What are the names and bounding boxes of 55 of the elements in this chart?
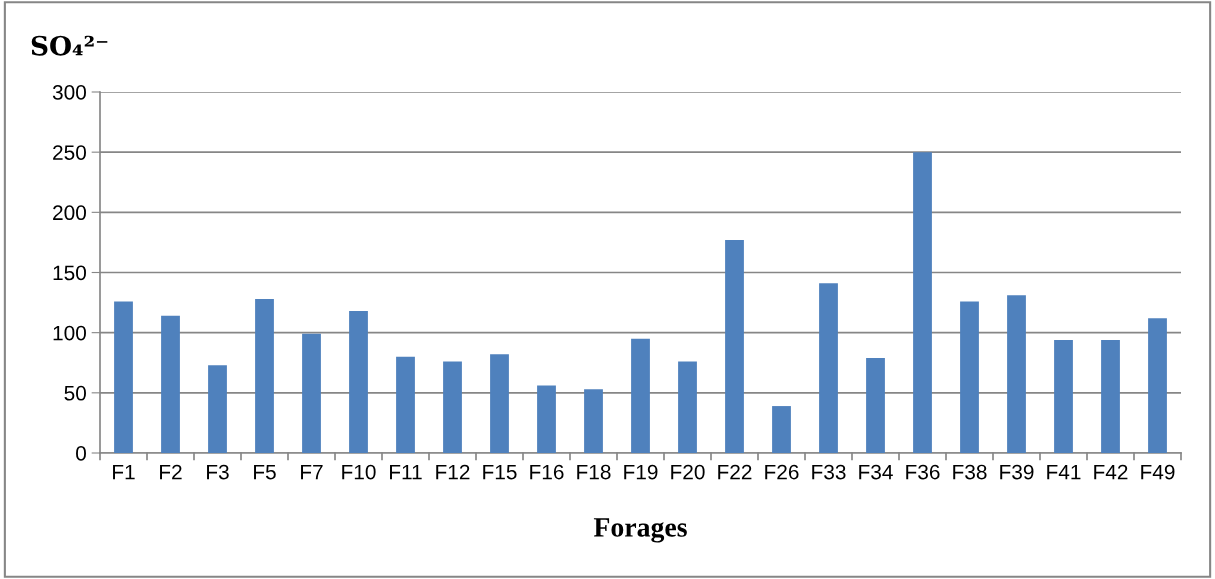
x-tick-label: F41 (1047, 464, 1081, 480)
x-tick-label: F5 (254, 464, 276, 480)
bar (490, 354, 509, 453)
x-tick-label: F10 (342, 464, 376, 480)
bar (1007, 295, 1026, 453)
bar (866, 357, 885, 453)
bar (631, 338, 650, 453)
x-tick-label: F1 (113, 464, 135, 480)
x-tick-label: F7 (301, 464, 323, 480)
bar (1054, 339, 1073, 453)
bar (396, 356, 415, 453)
bar (1101, 339, 1120, 453)
x-tick-label: F18 (577, 464, 611, 480)
bar (913, 152, 932, 453)
x-axis-title: Forages (593, 518, 687, 543)
bar (819, 283, 838, 453)
bar (302, 333, 321, 453)
y-tick-label: 250 (53, 145, 86, 160)
x-tick-label: F19 (624, 464, 658, 480)
x-tick-label: F11 (390, 464, 422, 480)
x-tick-label: F33 (812, 464, 846, 480)
bar (960, 301, 979, 453)
x-tick-label: F12 (436, 464, 470, 480)
bar (208, 365, 227, 453)
x-tick-label: F2 (160, 464, 182, 480)
y-tick-label: 200 (53, 205, 86, 221)
y-tick-label: 300 (52, 85, 86, 100)
x-tick-label: F34 (859, 464, 893, 480)
y-tick-label: 50 (64, 385, 86, 401)
bar (584, 389, 603, 453)
x-tick-label: F3 (207, 464, 229, 480)
x-tick-label: F20 (671, 464, 705, 480)
bar (443, 361, 462, 453)
bar (114, 301, 133, 453)
x-tick-label: F38 (953, 464, 987, 480)
x-tick-label: F26 (765, 464, 799, 480)
x-tick-label: F15 (483, 464, 517, 480)
x-tick-label: F49 (1141, 464, 1175, 480)
bar (349, 311, 368, 453)
bar (1148, 318, 1167, 453)
y-tick-label: 0 (76, 446, 86, 461)
bar (678, 361, 697, 453)
x-tick-label: F39 (1000, 464, 1034, 480)
x-tick-label: F22 (718, 464, 752, 480)
x-tick-label: F42 (1094, 464, 1128, 480)
bar (255, 298, 274, 453)
bar (772, 406, 791, 453)
y-tick-label: 100 (53, 325, 86, 341)
bar (537, 385, 556, 453)
y-axis-title: SO₄²⁻ (31, 35, 108, 56)
bar (725, 240, 744, 453)
bar (161, 315, 180, 453)
y-tick-label: 150 (53, 265, 86, 281)
x-tick-label: F16 (530, 464, 564, 480)
x-tick-label: F36 (906, 464, 940, 480)
